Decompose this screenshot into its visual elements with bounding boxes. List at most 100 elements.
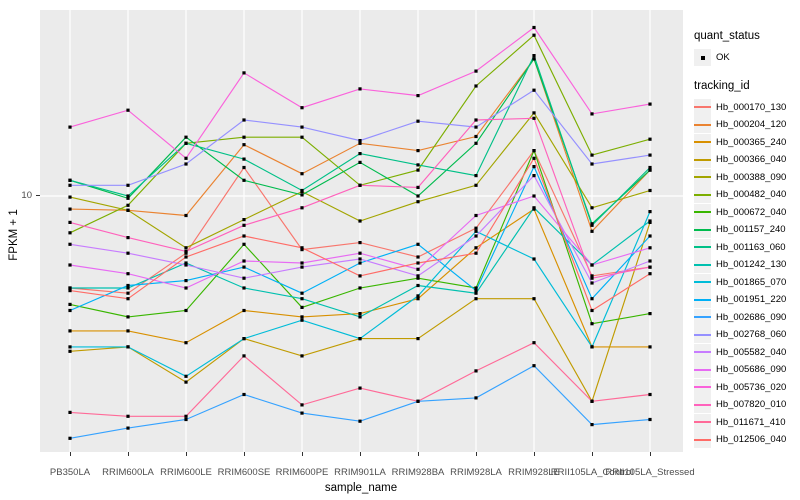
data-point <box>126 208 130 212</box>
data-point <box>416 163 420 167</box>
data-point <box>648 259 652 263</box>
data-point <box>416 149 420 153</box>
x-tick-mark <box>185 452 187 456</box>
data-point <box>126 236 130 240</box>
data-point <box>590 112 594 116</box>
line-swatch-icon <box>694 333 711 336</box>
legend-item-Hb_007820_010: Hb_007820_010 <box>694 396 786 413</box>
legend-item-label: Hb_000388_090 <box>716 171 787 183</box>
data-point <box>474 396 478 400</box>
data-point <box>300 172 304 176</box>
legend-key-box <box>694 168 711 186</box>
legend-key-box <box>694 396 711 413</box>
data-point <box>416 200 420 204</box>
data-point <box>68 263 72 267</box>
legend-key-box <box>694 186 711 203</box>
data-point <box>242 143 246 147</box>
data-point <box>242 157 246 161</box>
line-swatch-icon <box>694 368 711 371</box>
data-point <box>300 193 304 197</box>
data-point <box>184 380 188 384</box>
data-point <box>184 246 188 250</box>
data-point <box>300 206 304 210</box>
data-point <box>416 194 420 198</box>
data-point <box>68 242 72 246</box>
legend-item-label: Hb_005736_020 <box>716 381 787 393</box>
data-point <box>590 399 594 403</box>
data-point <box>68 195 72 199</box>
legend-key-box <box>694 203 711 221</box>
data-point <box>358 160 362 164</box>
x-tick-label: RRIM600LA <box>102 467 154 478</box>
data-point <box>416 297 420 301</box>
data-point <box>242 286 246 290</box>
line-swatch-icon <box>694 263 711 266</box>
x-tick-label: PB350LA <box>49 467 91 478</box>
data-point <box>358 274 362 278</box>
y-tick-mark <box>36 195 40 196</box>
data-point <box>184 374 188 378</box>
data-point <box>184 308 188 313</box>
legend-key-box <box>694 116 711 133</box>
legend-item-Hb_005736_020: Hb_005736_020 <box>694 378 787 396</box>
data-point <box>68 302 72 306</box>
line-swatch-icon <box>694 316 711 318</box>
data-point <box>648 219 652 223</box>
legend-item-Hb_001865_070: Hb_001865_070 <box>694 273 786 291</box>
y-axis-title: FPKM + 1 <box>8 209 20 261</box>
data-point <box>184 251 188 255</box>
legend-item-label: Hb_011671_410 <box>716 416 786 428</box>
legend-key-box <box>694 238 711 256</box>
x-tick-mark <box>127 452 129 456</box>
legend-item-label: Hb_005686_090 <box>716 364 787 375</box>
x-tick-label: RRIM600PE <box>275 467 329 478</box>
data-point <box>358 257 362 261</box>
data-point <box>474 234 478 238</box>
legend-tracking-items: Hb_000170_130 Hb_000204_120 Hb_000365_240 H… <box>694 98 787 448</box>
data-point <box>242 354 246 358</box>
data-point <box>300 246 304 250</box>
data-point <box>532 25 536 30</box>
data-point <box>126 194 130 198</box>
data-point <box>300 315 304 319</box>
data-point <box>648 137 652 141</box>
data-point <box>358 337 362 341</box>
data-point <box>590 153 594 157</box>
data-point <box>532 364 536 368</box>
x-tick-mark <box>359 452 361 456</box>
data-point <box>184 249 188 253</box>
legend-key-box <box>694 361 711 378</box>
line-swatch-icon <box>694 176 711 178</box>
data-point <box>474 69 478 73</box>
legend-key-box <box>694 49 711 66</box>
legend-item-Hb_000672_040: Hb_000672_040 <box>694 203 786 221</box>
data-point <box>474 213 478 218</box>
legend-key-box <box>694 431 711 448</box>
data-point <box>416 261 420 265</box>
data-point <box>474 141 478 145</box>
data-point <box>242 392 246 397</box>
legend-key-box <box>694 291 711 308</box>
data-point <box>358 261 362 265</box>
data-point <box>126 291 130 295</box>
data-point <box>184 141 188 145</box>
legend-item-Hb_011671_410: Hb_011671_410 <box>694 413 786 431</box>
data-point <box>242 337 246 341</box>
data-point <box>300 411 304 415</box>
data-point <box>184 255 188 259</box>
data-point <box>358 315 362 319</box>
legend-item-label: Hb_001157_240 <box>716 224 786 235</box>
data-point <box>358 152 362 156</box>
data-point <box>68 183 72 187</box>
data-point <box>532 149 536 153</box>
data-point <box>474 286 478 290</box>
data-point <box>532 54 536 58</box>
x-tick-label: RRII105LA_Stressed <box>605 467 695 478</box>
data-point <box>126 345 130 349</box>
data-point <box>300 248 304 252</box>
data-point <box>68 286 72 290</box>
data-point <box>126 426 130 430</box>
data-point <box>474 125 478 129</box>
x-tick-label: RRIM600SE <box>217 467 271 478</box>
data-point <box>358 312 362 316</box>
